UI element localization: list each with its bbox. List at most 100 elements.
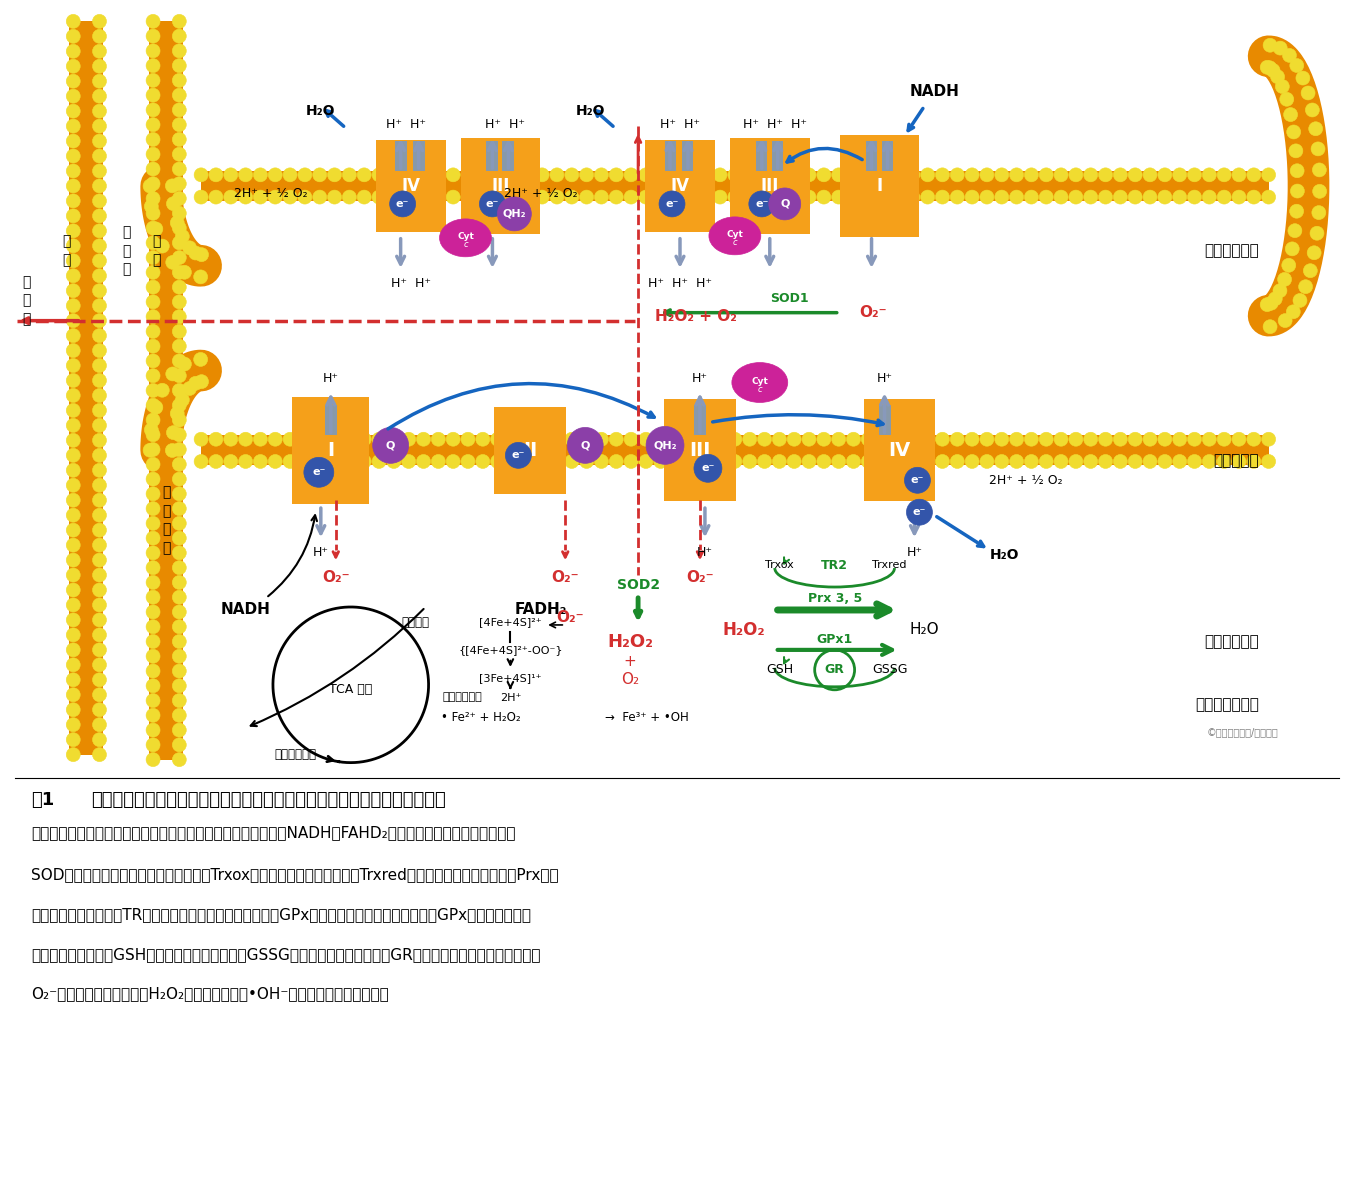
Circle shape (1158, 190, 1171, 204)
Circle shape (479, 191, 505, 216)
Circle shape (172, 59, 187, 72)
Text: e⁻: e⁻ (911, 475, 925, 486)
Circle shape (92, 613, 107, 627)
Circle shape (669, 168, 682, 182)
Circle shape (194, 270, 207, 284)
Circle shape (146, 501, 160, 516)
Text: ©生化学研究室/東邦大学: ©生化学研究室/東邦大学 (1206, 727, 1278, 737)
Circle shape (891, 433, 904, 446)
FancyBboxPatch shape (460, 137, 540, 234)
Text: アコニターゼ: アコニターゼ (443, 692, 482, 702)
Circle shape (146, 752, 160, 767)
Circle shape (172, 708, 187, 722)
Circle shape (906, 168, 919, 182)
Circle shape (146, 738, 160, 751)
Circle shape (146, 266, 160, 279)
Circle shape (669, 190, 682, 204)
Circle shape (490, 433, 505, 446)
Circle shape (1280, 93, 1293, 106)
Text: H⁺  H⁺: H⁺ H⁺ (386, 118, 425, 131)
Circle shape (772, 433, 787, 446)
Bar (757, 141, 768, 171)
Circle shape (172, 118, 187, 132)
Circle shape (1289, 144, 1303, 157)
Circle shape (1285, 242, 1300, 256)
Circle shape (149, 222, 162, 236)
Circle shape (172, 472, 187, 486)
Circle shape (565, 454, 578, 469)
Text: 2H⁺: 2H⁺ (500, 692, 521, 703)
Text: ルオキシレドキシン、TR：チオレドキシンリダクターゼ、GPx：グルタチオンリダクターゼ、GPx：グルタチオン: ルオキシレドキシン、TR：チオレドキシンリダクターゼ、GPx：グルタチオンリダク… (31, 906, 532, 922)
Text: H⁺: H⁺ (697, 546, 714, 559)
Circle shape (145, 423, 158, 436)
Text: Q: Q (780, 198, 789, 209)
Circle shape (684, 190, 697, 204)
Circle shape (699, 454, 712, 469)
Circle shape (66, 105, 80, 118)
Circle shape (66, 508, 80, 522)
Circle shape (639, 168, 653, 182)
Circle shape (66, 478, 80, 493)
Circle shape (146, 118, 160, 132)
Circle shape (1010, 454, 1024, 469)
Circle shape (171, 216, 184, 230)
Circle shape (146, 236, 160, 250)
Text: e⁻: e⁻ (913, 507, 926, 517)
Bar (772, 141, 783, 171)
Circle shape (298, 168, 311, 182)
Circle shape (66, 29, 80, 43)
Circle shape (460, 190, 475, 204)
Circle shape (921, 454, 934, 469)
Circle shape (728, 190, 742, 204)
Circle shape (769, 188, 800, 220)
Circle shape (951, 168, 964, 182)
Circle shape (146, 398, 160, 412)
Circle shape (505, 442, 531, 469)
Circle shape (66, 374, 80, 387)
Circle shape (609, 190, 623, 204)
Circle shape (92, 284, 107, 298)
Circle shape (92, 404, 107, 417)
Circle shape (146, 132, 160, 147)
Circle shape (1068, 190, 1083, 204)
Circle shape (1311, 142, 1326, 156)
Circle shape (253, 168, 267, 182)
Circle shape (891, 454, 904, 469)
Circle shape (565, 433, 578, 446)
Circle shape (1232, 454, 1246, 469)
Circle shape (921, 433, 934, 446)
Circle shape (520, 454, 535, 469)
Circle shape (92, 179, 107, 194)
Text: SOD1: SOD1 (770, 292, 810, 305)
Circle shape (1247, 168, 1261, 182)
Circle shape (194, 352, 207, 367)
Circle shape (1278, 314, 1292, 328)
Circle shape (66, 328, 80, 343)
Circle shape (92, 75, 107, 88)
Text: H⁺  H⁺  H⁺: H⁺ H⁺ H⁺ (649, 278, 712, 290)
Circle shape (172, 724, 187, 737)
FancyBboxPatch shape (730, 137, 810, 234)
Circle shape (1301, 87, 1315, 100)
Text: H⁺: H⁺ (692, 371, 708, 385)
Circle shape (1286, 125, 1301, 139)
Circle shape (417, 433, 431, 446)
Circle shape (402, 190, 416, 204)
Circle shape (1275, 79, 1289, 94)
Circle shape (172, 605, 187, 619)
Circle shape (313, 168, 326, 182)
Circle shape (92, 434, 107, 447)
Circle shape (714, 433, 727, 446)
Circle shape (535, 190, 550, 204)
Circle shape (609, 168, 623, 182)
Circle shape (1173, 454, 1186, 469)
Circle shape (66, 388, 80, 403)
Circle shape (209, 168, 223, 182)
Circle shape (372, 428, 409, 463)
Circle shape (66, 404, 80, 417)
Circle shape (66, 703, 80, 716)
Circle shape (92, 135, 107, 148)
Circle shape (92, 703, 107, 716)
Circle shape (624, 433, 638, 446)
Circle shape (343, 433, 356, 446)
